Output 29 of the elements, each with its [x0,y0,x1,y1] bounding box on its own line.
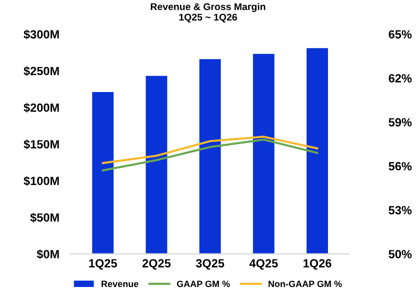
y2-tick-label: 53% [388,206,412,214]
y-tick-label: $150M [24,140,59,150]
x-tick-label: 1Q26 [304,259,332,270]
line-series [102,136,318,164]
x-tick-label: 2Q25 [142,259,171,270]
y2-tick-label: 50% [388,250,412,258]
legend-label: Revenue [102,280,138,288]
x-tick-label: 4Q25 [249,259,278,270]
line-series [102,138,318,172]
bar [146,76,168,254]
bar [306,48,328,254]
y-tick-label: $50M [30,212,59,222]
bar [92,92,114,254]
legend-label: Non-GAAP GM % [268,280,342,288]
bar [252,54,274,254]
y-tick-label: $250M [24,66,59,76]
x-tick-label: 3Q25 [196,259,224,270]
y2-tick-label: 65% [388,30,412,39]
y-tick-label: $0M [36,249,59,260]
legend-label: GAAP GM % [176,280,230,288]
x-tick-label: 1Q25 [89,259,117,270]
bar [199,59,221,254]
y-tick-label: $300M [24,30,59,40]
y2-tick-label: 56% [388,162,412,170]
y2-tick-label: 59% [388,118,412,126]
y2-tick-label: 62% [388,74,412,83]
y-tick-label: $200M [24,102,59,113]
y-tick-label: $100M [24,176,59,186]
chart-title: Revenue & Gross Margin 1Q25 ~ 1Q26 [150,2,266,22]
